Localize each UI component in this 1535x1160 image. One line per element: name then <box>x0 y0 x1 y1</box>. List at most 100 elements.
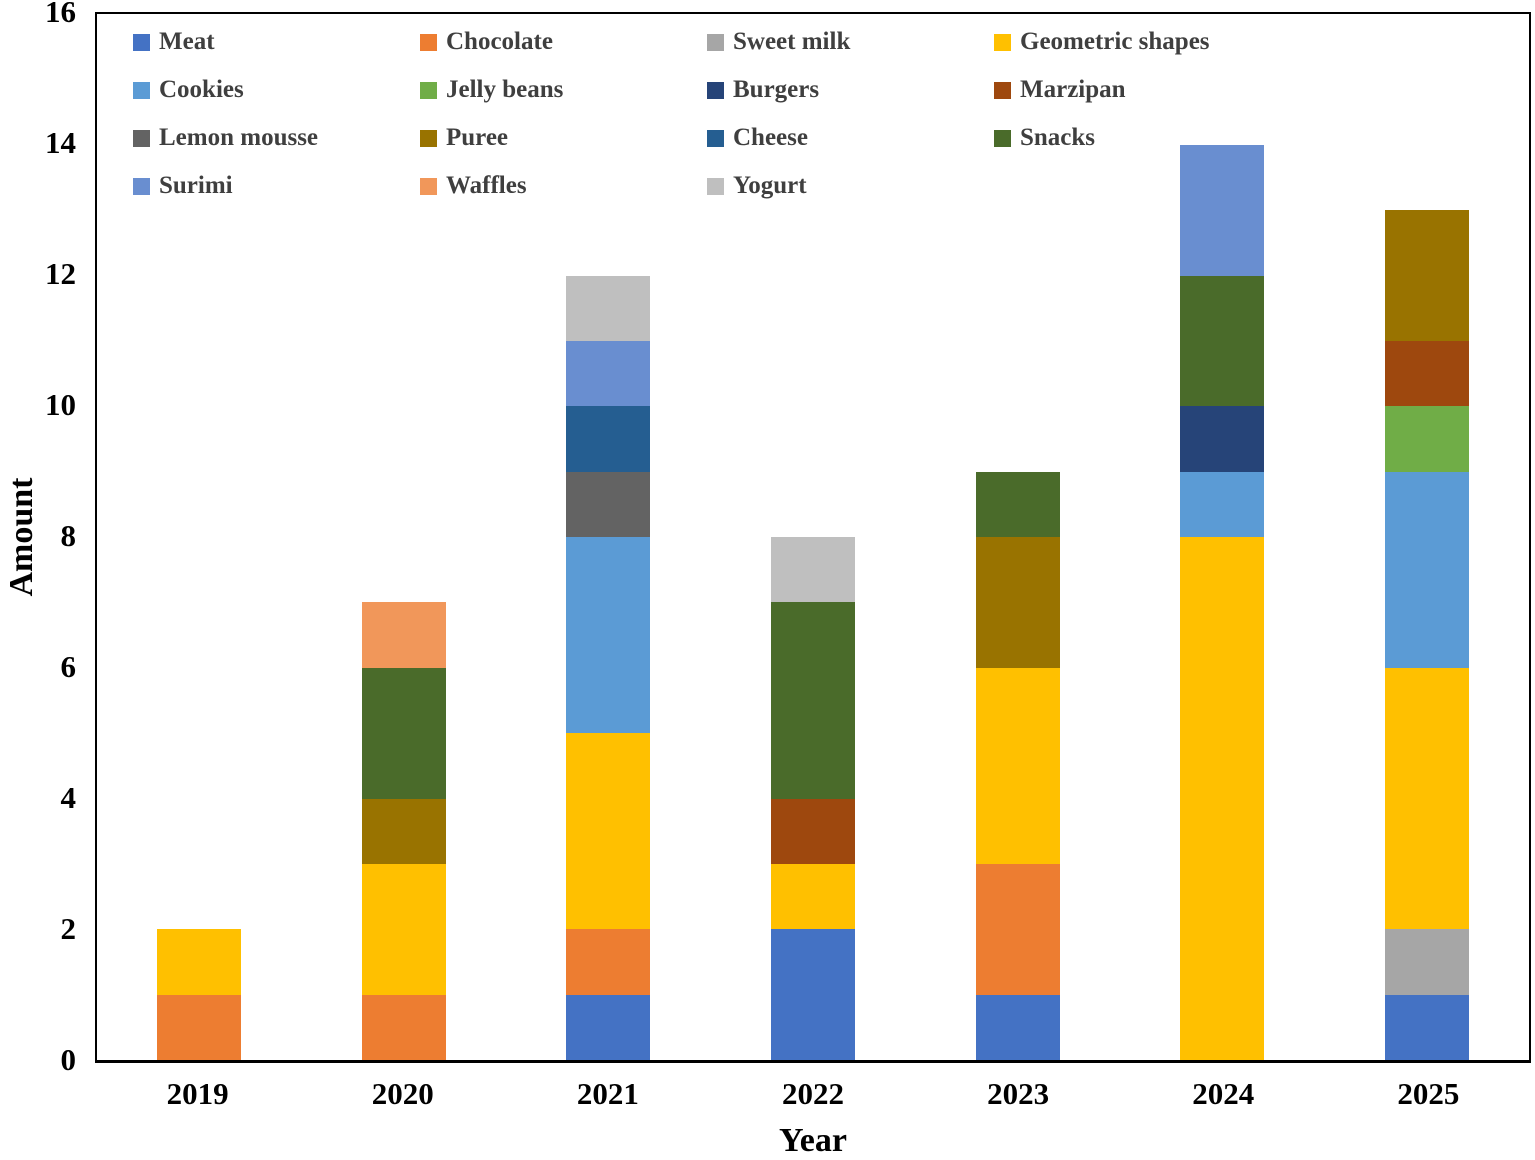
x-axis-tick-labels: 2019 2020 2021 2022 2023 2024 2025 <box>95 1078 1531 1120</box>
bar-segment-marzipan <box>771 798 855 864</box>
bar-2021 <box>566 14 651 1060</box>
legend-item-burgers: Burgers <box>707 76 994 104</box>
bar-segment-geometric-shapes <box>1180 537 1265 1060</box>
bar-segment-geometric-shapes <box>361 863 446 995</box>
legend-label: Chocolate <box>446 28 553 55</box>
legend-label: Yogurt <box>733 172 807 199</box>
legend-item-chocolate: Chocolate <box>420 28 707 56</box>
legend-item-geometric-shapes: Geometric shapes <box>994 28 1281 56</box>
bar-segment-meat <box>566 994 651 1060</box>
y-tick-label: 8 <box>60 517 77 553</box>
y-tick-label: 2 <box>60 910 77 946</box>
bar-segment-chocolate <box>566 929 651 995</box>
legend-label: Jelly beans <box>446 76 564 103</box>
x-tick-label: 2022 <box>782 1076 844 1111</box>
bar-segment-snacks <box>771 602 855 799</box>
bar-segment-geometric-shapes <box>157 929 242 995</box>
legend-swatch-icon <box>707 177 724 195</box>
legend-swatch-icon <box>994 129 1011 147</box>
plot-area: Meat Chocolate Sweet milk Geometric shapes C… <box>95 12 1531 1063</box>
bar-segment-chocolate <box>975 863 1060 995</box>
x-tick-label: 2025 <box>1397 1076 1460 1111</box>
y-tick-label: 10 <box>45 386 76 422</box>
legend-swatch-icon <box>420 177 437 195</box>
bar-2019 <box>157 14 242 1060</box>
y-tick-label: 14 <box>45 124 76 160</box>
legend-label: Snacks <box>1020 124 1096 151</box>
legend-swatch-icon <box>133 33 150 51</box>
legend-item-puree: Puree <box>420 124 707 152</box>
legend-swatch-icon <box>420 81 437 99</box>
bar-segment-chocolate <box>361 994 446 1060</box>
bar-segment-waffles <box>361 602 446 668</box>
legend-swatch-icon <box>994 81 1011 99</box>
bar-segment-meat <box>975 994 1060 1060</box>
legend-swatch-icon <box>707 129 724 147</box>
legend-item-surimi: Surimi <box>133 172 420 200</box>
bar-segment-yogurt <box>566 275 651 341</box>
legend-label: Cheese <box>733 124 808 151</box>
bar-segment-cookies <box>1384 471 1469 668</box>
legend-swatch-icon <box>707 81 724 99</box>
legend-swatch-icon <box>133 81 150 99</box>
legend-item-lemon-mousse: Lemon mousse <box>133 124 420 152</box>
x-tick-label: 2024 <box>1192 1076 1255 1111</box>
x-axis-title: Year <box>779 1122 847 1159</box>
legend-item-marzipan: Marzipan <box>994 76 1281 104</box>
y-tick-label: 0 <box>60 1041 77 1077</box>
bar-segment-meat <box>771 929 855 1060</box>
legend-item-cheese: Cheese <box>707 124 994 152</box>
bar-2020 <box>361 14 446 1060</box>
bar-segment-meat <box>1384 994 1469 1060</box>
legend-item-jelly-beans: Jelly beans <box>420 76 707 104</box>
bar-segment-lemon-mousse <box>566 471 651 537</box>
legend-swatch-icon <box>994 33 1011 51</box>
bar-segment-geometric-shapes <box>566 733 651 930</box>
legend-item-sweet-milk: Sweet milk <box>707 28 994 56</box>
legend-label: Surimi <box>159 172 233 199</box>
legend-label: Cookies <box>159 76 244 103</box>
bar-segment-geometric-shapes <box>771 863 855 930</box>
bar-2022 <box>771 14 855 1060</box>
bar-segment-puree <box>361 798 446 864</box>
bar-segment-sweet-milk <box>1384 929 1469 995</box>
legend-swatch-icon <box>133 177 150 195</box>
x-tick-label: 2019 <box>166 1076 229 1111</box>
legend-label: Sweet milk <box>733 28 851 55</box>
legend-label: Burgers <box>733 76 820 103</box>
bar-segment-yogurt <box>771 537 855 603</box>
bar-segment-cookies <box>1180 471 1265 537</box>
legend-swatch-icon <box>420 129 437 147</box>
x-tick-label: 2023 <box>987 1076 1050 1111</box>
legend-label: Marzipan <box>1020 76 1126 103</box>
legend-swatch-icon <box>420 33 437 51</box>
y-tick-label: 6 <box>60 648 77 684</box>
legend-swatch-icon <box>133 129 150 147</box>
legend-label: Lemon mousse <box>159 124 319 151</box>
legend-label: Waffles <box>446 172 527 199</box>
legend-item-waffles: Waffles <box>420 172 707 200</box>
y-axis-tick-labels: 0 2 4 6 8 10 12 14 16 <box>0 0 86 1075</box>
bar-segment-chocolate <box>157 994 242 1060</box>
bar-segment-snacks <box>361 667 446 799</box>
bar-2024 <box>1180 14 1265 1060</box>
bar-2025 <box>1384 14 1469 1060</box>
legend-swatch-icon <box>707 33 724 51</box>
bar-segment-geometric-shapes <box>975 667 1060 864</box>
bar-segment-cookies <box>566 537 651 734</box>
legend-item-meat: Meat <box>133 28 420 56</box>
legend-label: Puree <box>446 124 509 151</box>
bar-segment-geometric-shapes <box>1384 667 1469 930</box>
bar-segment-snacks <box>975 471 1060 537</box>
bar-segment-puree <box>975 537 1060 668</box>
bar-segment-cheese <box>566 406 651 472</box>
legend-label: Meat <box>159 28 215 55</box>
y-tick-label: 16 <box>45 0 76 29</box>
legend: Meat Chocolate Sweet milk Geometric shapes C… <box>133 18 1281 210</box>
bar-segment-burgers <box>1180 406 1265 472</box>
bar-segment-marzipan <box>1384 340 1469 407</box>
bar-segment-snacks <box>1180 275 1265 407</box>
bars-container <box>97 14 1529 1060</box>
legend-item-cookies: Cookies <box>133 76 420 104</box>
